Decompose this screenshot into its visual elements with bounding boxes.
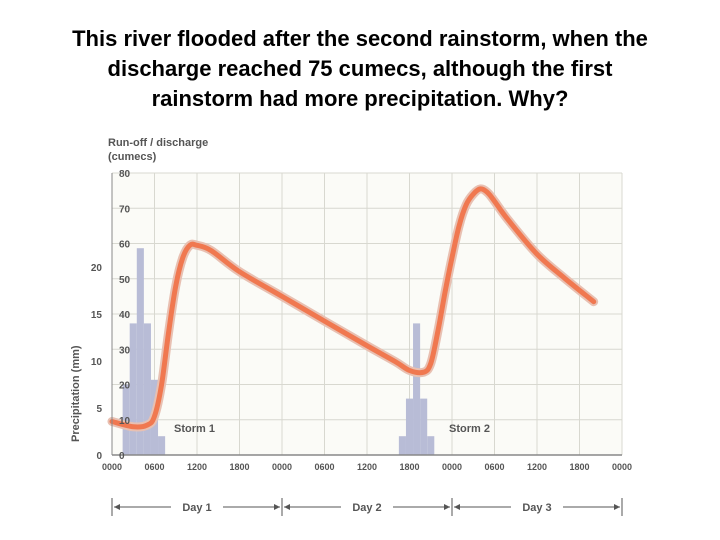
- time-tick-label: 0600: [484, 462, 504, 472]
- discharge-tick-label: 20: [119, 381, 131, 392]
- title-line-2: discharge reached 75 cumecs, although th…: [107, 56, 613, 81]
- day-arrow-left: [114, 504, 120, 510]
- discharge-tick-label: 40: [119, 310, 131, 321]
- time-tick-label: 0600: [144, 462, 164, 472]
- storm-2-precip-bar: [413, 323, 421, 455]
- storm-1-precip-bar: [136, 248, 144, 455]
- storm-2-precip-bar: [405, 398, 414, 455]
- discharge-axis-label-line-1: Run-off / discharge: [108, 137, 208, 149]
- day-arrow-right: [274, 504, 280, 510]
- storm-2-precip-bar: [427, 436, 435, 455]
- time-tick-label: 0000: [442, 462, 462, 472]
- slide-title: This river flooded after the second rain…: [20, 24, 700, 114]
- storm-1-precip-bar: [158, 436, 166, 455]
- discharge-tick-label: 70: [119, 204, 131, 215]
- day-arrow-left: [284, 504, 290, 510]
- day-arrow-right: [444, 504, 450, 510]
- discharge-tick-label: 10: [119, 416, 131, 427]
- time-tick-label: 0000: [272, 462, 292, 472]
- precip-tick-label: 15: [91, 310, 103, 321]
- discharge-tick-label: 60: [119, 240, 131, 251]
- time-tick-label: 1800: [399, 462, 419, 472]
- storm-1-precip-bar: [129, 323, 137, 455]
- day-arrow-left: [454, 504, 460, 510]
- discharge-line-group: [107, 184, 599, 432]
- precip-tick-label: 20: [91, 263, 103, 274]
- discharge-axis-label-line-2: (cumecs): [108, 151, 157, 163]
- time-tick-label: 1200: [187, 462, 207, 472]
- storm-2-precip-bar: [398, 436, 406, 455]
- storm-2-precip-bar: [420, 398, 428, 455]
- discharge-tick-label: 0: [119, 451, 125, 462]
- time-tick-label: 1800: [229, 462, 249, 472]
- day-label: Day 3: [522, 502, 551, 514]
- discharge-line: [109, 186, 597, 430]
- time-tick-label: 0600: [314, 462, 334, 472]
- storm-1-precip-bar: [143, 323, 151, 455]
- storm-1-precip-bar: [122, 384, 130, 455]
- precip-axis-label: Precipitation (mm): [70, 345, 82, 442]
- day-arrow-right: [614, 504, 620, 510]
- day-scale: Day 1 Day 2 Day 3: [111, 498, 623, 516]
- day-label: Day 1: [182, 502, 211, 514]
- discharge-tick-label: 50: [119, 275, 131, 286]
- axes: [111, 173, 622, 456]
- precip-tick-label: 5: [96, 404, 102, 415]
- discharge-tick-label: 30: [119, 345, 131, 356]
- day-label: Day 2: [352, 502, 381, 514]
- precip-tick-label: 10: [91, 357, 103, 368]
- title-line-3: rainstorm had more precipitation. Why?: [151, 86, 569, 111]
- precip-tick-label: 0: [96, 451, 102, 462]
- time-tick-label: 0000: [102, 462, 122, 472]
- time-tick-label: 0000: [612, 462, 632, 472]
- storm-1-label: Storm 1: [174, 423, 215, 435]
- tick-labels: 0 10 20 30 40 50 60 70 80 0 5 10 15 20 0000 0600 1200 180…: [91, 169, 632, 472]
- time-tick-label: 1200: [357, 462, 377, 472]
- storm-2-label: Storm 2: [449, 423, 490, 435]
- discharge-tick-label: 80: [119, 169, 131, 180]
- time-tick-label: 1200: [527, 462, 547, 472]
- time-tick-label: 1800: [569, 462, 589, 472]
- title-line-1: This river flooded after the second rain…: [72, 26, 648, 51]
